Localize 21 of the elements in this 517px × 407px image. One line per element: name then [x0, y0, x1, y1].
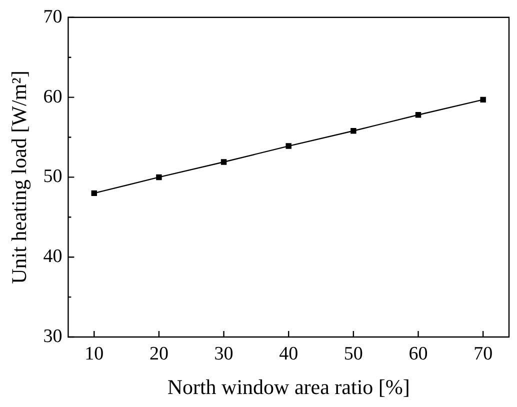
point [220, 159, 227, 165]
x-tick-label: 60 [408, 343, 428, 364]
point [415, 112, 422, 118]
y-tick-label: 70 [43, 6, 62, 28]
y-axis-title: Unit heating load [W/m²] [7, 70, 32, 284]
y-tick-label: 60 [43, 86, 62, 108]
y-tick-label: 50 [43, 166, 62, 188]
point [350, 128, 356, 134]
y-tick-label: 30 [43, 326, 62, 347]
point [156, 174, 162, 180]
x-tick-label: 30 [214, 343, 234, 364]
point [286, 143, 292, 149]
x-tick-label: 10 [84, 343, 104, 364]
x-tick-label: 70 [474, 343, 493, 364]
y-tick-label: 40 [43, 246, 62, 268]
point [91, 190, 97, 196]
x-tick-label: 50 [344, 343, 363, 364]
x-tick-label: 20 [149, 343, 168, 364]
x-axis-title: North window area ratio [%] [167, 374, 410, 399]
point [480, 96, 486, 103]
x-tick-label: 40 [279, 343, 298, 364]
